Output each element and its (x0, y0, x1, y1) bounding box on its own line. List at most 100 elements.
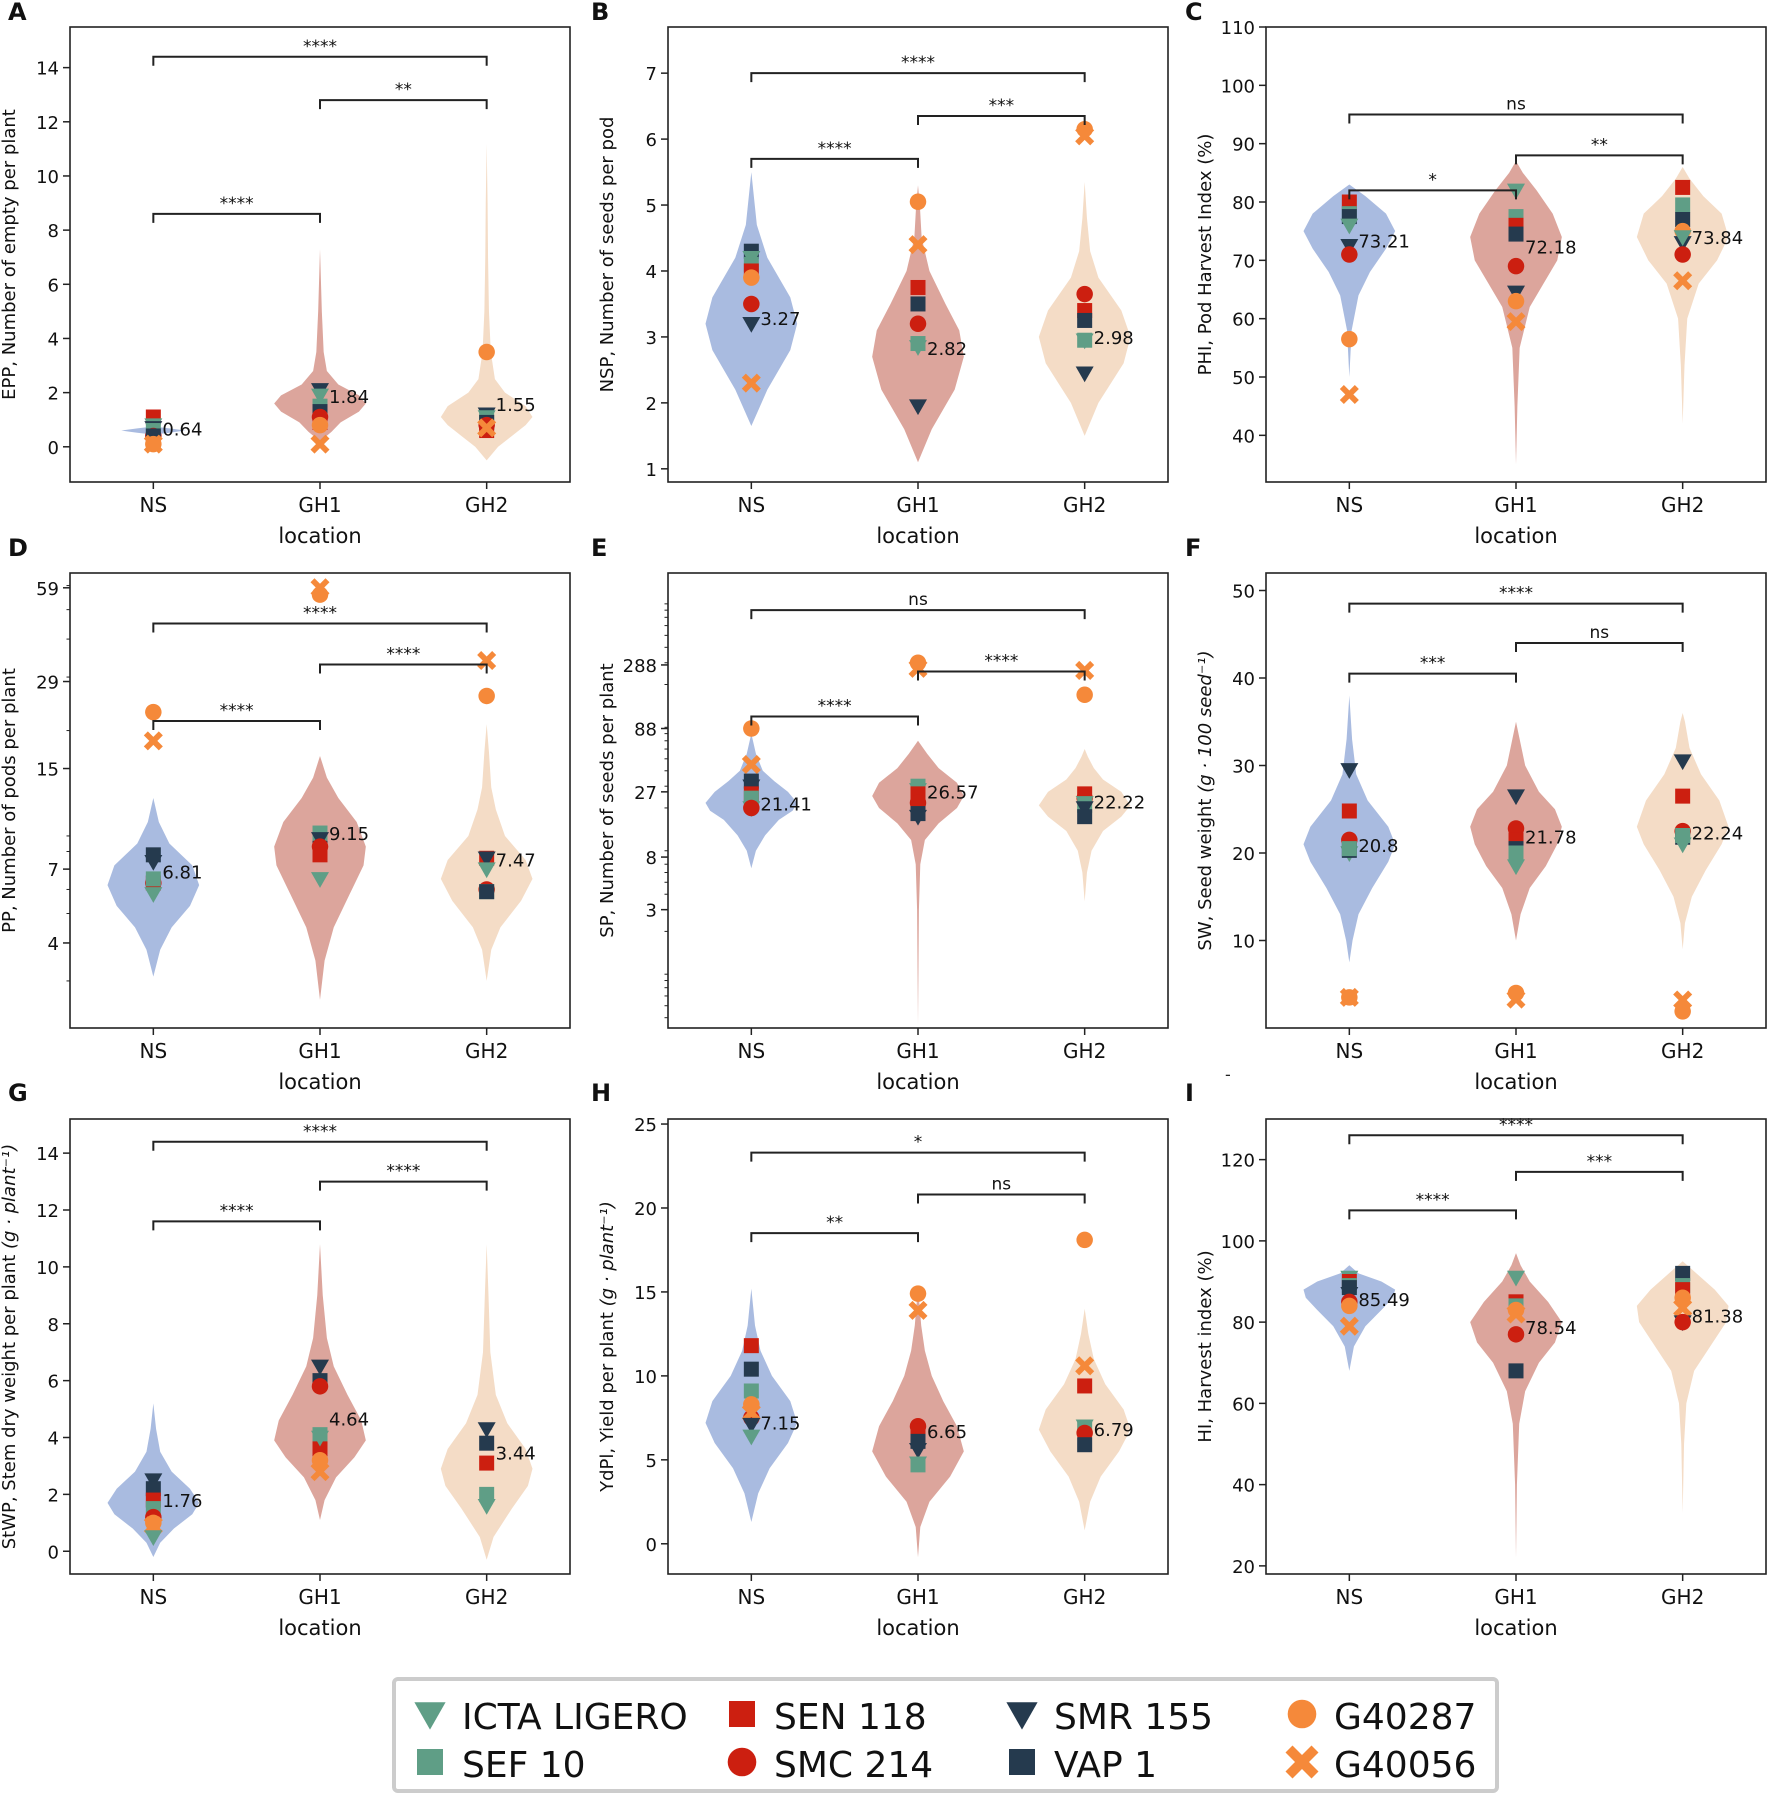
point-g40056-stroke-b (310, 1462, 330, 1482)
point-sen-118 (312, 847, 328, 863)
point-icta-ligero (311, 1430, 329, 1447)
violin-gh1 (1470, 1253, 1562, 1558)
x-tick-label: NS (1336, 1039, 1364, 1063)
point-icta-ligero (1507, 1270, 1525, 1287)
x-tick-label: NS (1336, 493, 1364, 517)
y-tick-label: 40 (1232, 426, 1255, 447)
y-tick-label: 59 (36, 579, 59, 600)
y-tick-label: 288 (623, 656, 657, 677)
legend-x-icon-stroke-b (1285, 1745, 1319, 1779)
x-tick-label: GH1 (896, 1585, 939, 1609)
point-vap-1 (1508, 1363, 1524, 1379)
legend-entries: ICTA LIGERO SEF 10 SEN 118 SMC 214 SMR 155 VA… (414, 1697, 1476, 1786)
x-tick-label: GH2 (465, 1585, 508, 1609)
panel-letter: H (591, 1079, 611, 1107)
legend-label: SMR 155 (1054, 1697, 1213, 1738)
y-tick-label: 5 (646, 196, 657, 217)
y-tick-label: 2 (646, 394, 657, 415)
x-tick-label: NS (140, 493, 168, 517)
significance-bracket (319, 663, 488, 674)
median-label: 1.76 (162, 1491, 202, 1512)
y-axis-label-main: SW, Seed weight (1195, 799, 1216, 951)
point-vap-1 (1077, 312, 1093, 328)
significance-label: **** (901, 53, 935, 73)
significance-label: **** (220, 1201, 254, 1221)
panel-letter: I (1185, 1079, 1194, 1107)
y-tick-label: 6 (646, 130, 657, 151)
point-sef-10 (1675, 197, 1691, 213)
point-smr-155 (1075, 801, 1094, 817)
point-sen-118 (1675, 788, 1691, 804)
y-tick-label: 120 (1221, 1151, 1255, 1172)
significance-label: **** (303, 604, 337, 624)
point-icta-ligero (909, 340, 927, 356)
point-g40056 (1339, 384, 1359, 405)
median-label: 81.38 (1692, 1307, 1744, 1328)
point-icta-ligero (742, 1429, 761, 1446)
x-axis-label: location (1474, 1616, 1557, 1640)
point-g40056-stroke-b (310, 434, 330, 454)
legend-triangle-down-icon (1006, 1702, 1038, 1730)
x-tick-label: GH2 (1661, 1585, 1704, 1609)
median-label: 22.22 (1094, 792, 1146, 813)
y-tick-label: 4 (48, 329, 59, 350)
significance-bracket (750, 609, 1086, 620)
median-label: 22.24 (1692, 823, 1744, 844)
point-g40056-stroke-b (741, 754, 761, 774)
point-sen-118 (743, 1338, 759, 1354)
y-tick-label: 1 (646, 460, 657, 481)
significance-bracket (750, 1232, 919, 1243)
y-tick-label: 12 (36, 1201, 59, 1222)
y-axis-label: SW, Seed weight (g · 100 seed⁻¹) (1195, 650, 1216, 950)
median-label: 3.44 (496, 1443, 536, 1464)
x-axis-label: location (278, 1616, 361, 1640)
significance-label: *** (1587, 1152, 1613, 1172)
y-tick-label: 30 (1232, 757, 1255, 778)
significance-bracket (319, 1180, 488, 1191)
point-g40287 (1076, 1231, 1093, 1249)
point-sef-10 (743, 1383, 759, 1399)
significance-bracket (917, 670, 1086, 681)
significance-bracket (750, 72, 1086, 83)
legend-label: SMC 214 (774, 1745, 933, 1786)
y-axis-label-unit: (g · 100 seed⁻¹) (1195, 650, 1216, 798)
violin-gh2 (1636, 167, 1729, 424)
stray-mark: - (1225, 1065, 1231, 1084)
legend-entry-sef-10: SEF 10 (417, 1745, 586, 1786)
median-label: 26.57 (927, 783, 979, 804)
significance-bracket (152, 212, 321, 223)
y-tick-label: 2 (48, 1485, 59, 1506)
y-tick-label: 20 (1232, 844, 1255, 865)
legend-label: ICTA LIGERO (462, 1697, 688, 1738)
y-tick-label: 50 (1232, 368, 1255, 389)
panel-letter: E (591, 534, 607, 562)
y-tick-label: 2 (48, 384, 59, 405)
y-tick-label: 110 (1221, 18, 1255, 39)
violin-ns (1303, 184, 1396, 377)
point-icta-ligero (1507, 859, 1525, 876)
panel-c: C73.21 72.18 73.84ns***405060708090100110N… (1185, 0, 1767, 548)
point-g40056 (143, 731, 163, 751)
point-g40056-stroke-b (1506, 989, 1526, 1009)
x-tick-label: NS (738, 1585, 766, 1609)
point-g40287 (311, 416, 329, 434)
point-sen-118 (312, 1441, 328, 1457)
y-tick-label: 7 (646, 64, 657, 85)
point-smc-214 (909, 315, 927, 332)
significance-label: ** (1591, 135, 1608, 155)
median-label: 6.79 (1094, 1420, 1134, 1441)
point-vap-1 (1077, 1437, 1093, 1453)
point-sef-10 (479, 1486, 495, 1502)
y-tick-label: 88 (634, 720, 657, 741)
x-tick-label: GH2 (1063, 1585, 1106, 1609)
point-g40056-stroke-b (477, 418, 497, 438)
y-tick-label: 0 (48, 438, 59, 459)
violin-gh2 (1038, 749, 1131, 902)
x-tick-label: GH1 (298, 493, 341, 517)
point-g40287 (1076, 686, 1093, 704)
significance-label: **** (386, 1162, 420, 1182)
point-smr-155 (1507, 789, 1525, 806)
y-axis-label-unit: (g · plant⁻¹) (0, 1144, 20, 1255)
point-g40056 (477, 418, 497, 438)
